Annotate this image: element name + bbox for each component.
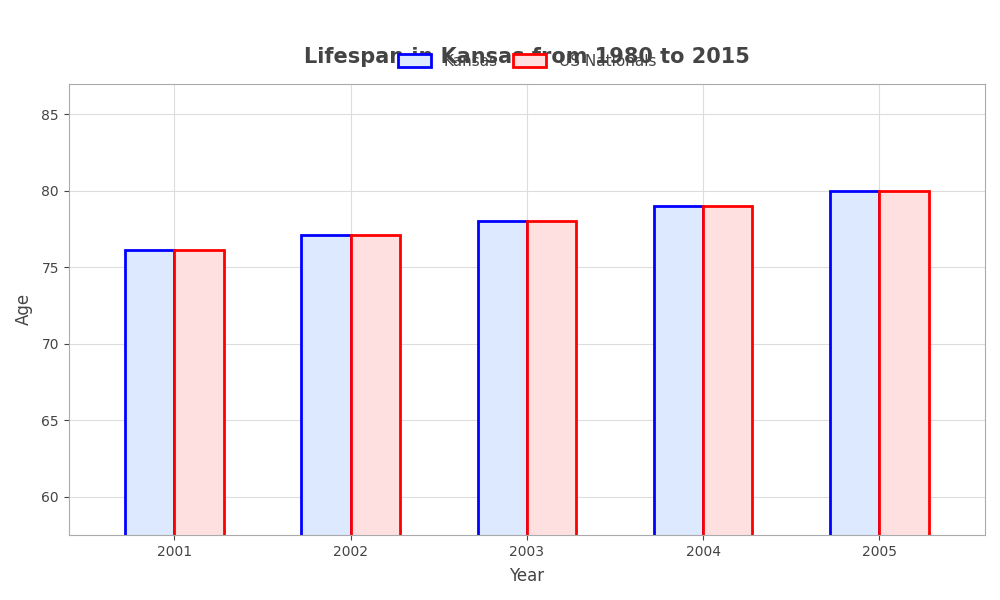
Legend: Kansas, US Nationals: Kansas, US Nationals [390,46,664,76]
Bar [654,206,703,600]
Bar [174,250,224,600]
X-axis label: Year: Year [509,567,544,585]
Bar [879,191,929,600]
Bar [527,221,576,600]
Bar [830,191,879,600]
Bar [703,206,752,600]
Bar [301,235,351,600]
Y-axis label: Age: Age [15,293,33,325]
Bar [351,235,400,600]
Bar [478,221,527,600]
Title: Lifespan in Kansas from 1980 to 2015: Lifespan in Kansas from 1980 to 2015 [304,47,750,67]
Bar [125,250,174,600]
